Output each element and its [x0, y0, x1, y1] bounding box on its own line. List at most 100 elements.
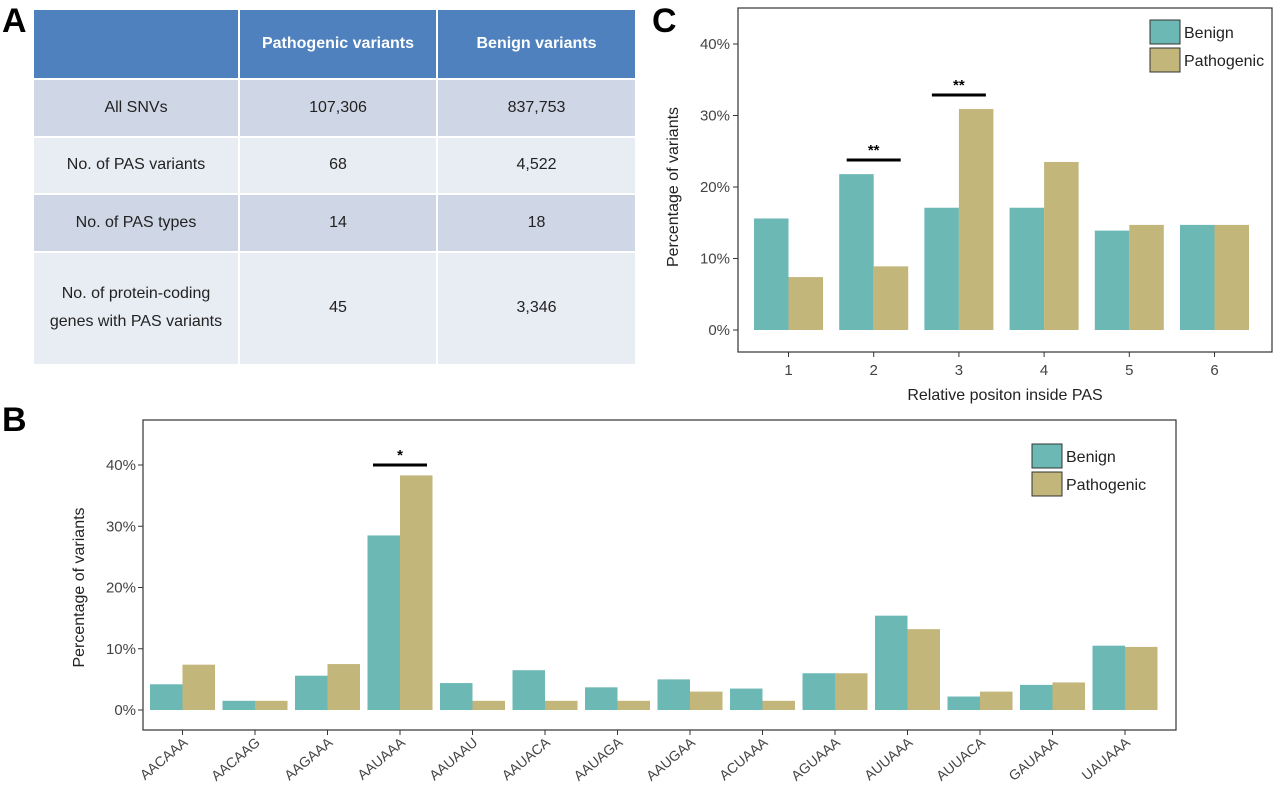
- chart-b-xtick-label: AACAAA: [137, 734, 191, 783]
- chart-b-xtick-label: AUUACA: [933, 734, 988, 784]
- row-label: No. of PAS variants: [34, 137, 238, 194]
- chart-b-xtick-label: AAUAAU: [426, 734, 480, 783]
- table-row: No. of PAS types 14 18: [34, 195, 635, 251]
- chart-c-significance-label: **: [868, 142, 880, 159]
- bar-b-benign-AAUGAA: [657, 679, 690, 710]
- bar-b-benign-AUUAAA: [875, 615, 908, 710]
- chart-b-xtick-label: AUUAAA: [861, 734, 916, 784]
- chart-b-legend-label-benign: Benign: [1066, 449, 1116, 466]
- table-header-benign: Benign variants: [438, 10, 635, 78]
- chart-c-legend-label-pathogenic: Pathogenic: [1184, 53, 1264, 70]
- bar-c-pathogenic-5: [1129, 224, 1164, 330]
- chart-b-ytick-label: 0%: [114, 702, 136, 719]
- bar-b-pathogenic-UAUAAA: [1125, 646, 1158, 710]
- table-header-row: Pathogenic variants Benign variants: [34, 10, 635, 78]
- chart-c-ytick-label: 10%: [700, 251, 730, 268]
- bar-b-benign-AAUAAA: [367, 535, 400, 710]
- row-label: No. of PAS types: [34, 195, 238, 251]
- pathogenic-value: 14: [240, 195, 436, 251]
- chart-c-ytick-label: 0%: [708, 322, 730, 339]
- pathogenic-value: 107,306: [240, 80, 436, 136]
- chart-b-xtick-label: AAUAAA: [354, 734, 408, 783]
- chart-c-xlabel: Relative positon inside PAS: [907, 387, 1102, 404]
- bar-b-pathogenic-AUUACA: [980, 691, 1013, 710]
- bar-c-benign-3: [924, 207, 959, 330]
- chart-c-legend-swatch-benign: [1149, 19, 1181, 45]
- bar-b-benign-ACUAAA: [730, 688, 763, 710]
- chart-c-xtick-label: 1: [784, 362, 792, 379]
- chart-c-ytick-label: 30%: [700, 108, 730, 125]
- bar-b-pathogenic-AAGAAA: [327, 664, 360, 710]
- chart-b-xtick-label: AAUAGA: [570, 734, 625, 784]
- pathogenic-value: 45: [240, 252, 436, 364]
- bar-c-pathogenic-3: [958, 109, 994, 330]
- bar-b-benign-AAUAGA: [585, 687, 618, 710]
- chart-b-ytick-label: 10%: [106, 641, 136, 658]
- benign-value: 3,346: [438, 252, 635, 364]
- table-row: No. of protein-coding genes with PAS var…: [34, 252, 635, 364]
- panel-label-c: C: [652, 2, 677, 40]
- row-label: No. of protein-coding genes with PAS var…: [34, 252, 238, 364]
- chart-b-ytick-label: 20%: [106, 580, 136, 597]
- bar-c-benign-4: [1009, 207, 1045, 330]
- bar-b-benign-AAUAAU: [440, 683, 473, 710]
- summary-table: Pathogenic variants Benign variants All …: [32, 8, 637, 366]
- chart-c-frame: [737, 7, 1273, 353]
- chart-b-xtick-label: AAUGAA: [643, 734, 698, 784]
- bar-c-pathogenic-1: [788, 277, 823, 330]
- chart-b-ytick-label: 40%: [106, 457, 136, 474]
- bar-c-benign-1: [754, 218, 789, 330]
- bar-c-pathogenic-2: [873, 266, 909, 330]
- chart-b-xtick-label: GAUAAA: [1005, 734, 1060, 784]
- chart-b-frame: [142, 419, 1177, 731]
- chart-c-xtick-label: 3: [955, 362, 963, 379]
- chart-b-xtick-label: UAUAAA: [1079, 734, 1134, 784]
- bar-b-pathogenic-AACAAG: [255, 700, 288, 710]
- chart-c-xtick-label: 4: [1040, 362, 1048, 379]
- chart-b-xtick-label: ACUAAA: [716, 734, 771, 784]
- chart-b-legend-label-pathogenic: Pathogenic: [1066, 477, 1146, 494]
- panel-label-a: A: [2, 2, 27, 40]
- benign-value: 18: [438, 195, 635, 251]
- bar-b-pathogenic-ACUAAA: [762, 700, 795, 710]
- table-row: All SNVs 107,306 837,753: [34, 80, 635, 136]
- bar-b-benign-AUUACA: [947, 696, 980, 710]
- chart-b-legend-swatch-benign: [1031, 443, 1063, 469]
- bar-b-pathogenic-GAUAAA: [1052, 682, 1085, 710]
- chart-b-xtick-label: AAGAAA: [281, 734, 336, 784]
- bar-b-pathogenic-AAUAAA: [400, 475, 433, 710]
- bar-b-pathogenic-AGUAAA: [835, 673, 868, 710]
- chart-c-significance-label: **: [953, 77, 965, 94]
- row-label: All SNVs: [34, 80, 238, 136]
- bar-c-pathogenic-4: [1044, 161, 1079, 330]
- bar-b-pathogenic-AUUAAA: [907, 629, 940, 710]
- bar-b-benign-GAUAAA: [1020, 684, 1053, 710]
- bar-b-benign-AAUACA: [512, 670, 545, 710]
- bar-b-pathogenic-AAUGAA: [690, 691, 723, 710]
- chart-b-xtick-label: AAUACA: [499, 734, 554, 784]
- bar-b-benign-AACAAA: [150, 684, 183, 710]
- bar-b-pathogenic-AAUAAU: [472, 700, 505, 710]
- bar-b-benign-UAUAAA: [1092, 645, 1125, 710]
- chart-c-ytick-label: 20%: [700, 179, 730, 196]
- table-row: No. of PAS variants 68 4,522: [34, 137, 635, 194]
- chart-c-legend-label-benign: Benign: [1184, 25, 1234, 42]
- chart-c-xtick-label: 5: [1125, 362, 1133, 379]
- chart-b-ylabel: Percentage of variants: [71, 507, 88, 667]
- table-header-empty: [34, 10, 238, 78]
- pathogenic-value: 68: [240, 137, 436, 194]
- bar-b-pathogenic-AAUACA: [545, 700, 578, 710]
- chart-b-xtick-label: AACAAG: [208, 734, 263, 784]
- benign-value: 837,753: [438, 80, 635, 136]
- chart-c-ylabel: Percentage of variants: [665, 107, 682, 267]
- bar-c-benign-2: [839, 174, 874, 330]
- bar-b-pathogenic-AACAAA: [182, 664, 215, 710]
- benign-value: 4,522: [438, 137, 635, 194]
- bar-c-pathogenic-6: [1214, 224, 1249, 330]
- bar-b-benign-AAGAAA: [295, 675, 328, 710]
- table-header-pathogenic: Pathogenic variants: [240, 10, 436, 78]
- chart-b-significance-label: *: [397, 447, 403, 464]
- chart-b-xtick-label: AGUAAA: [788, 734, 843, 784]
- chart-b-ytick-label: 30%: [106, 518, 136, 535]
- chart-c-xtick-label: 2: [870, 362, 878, 379]
